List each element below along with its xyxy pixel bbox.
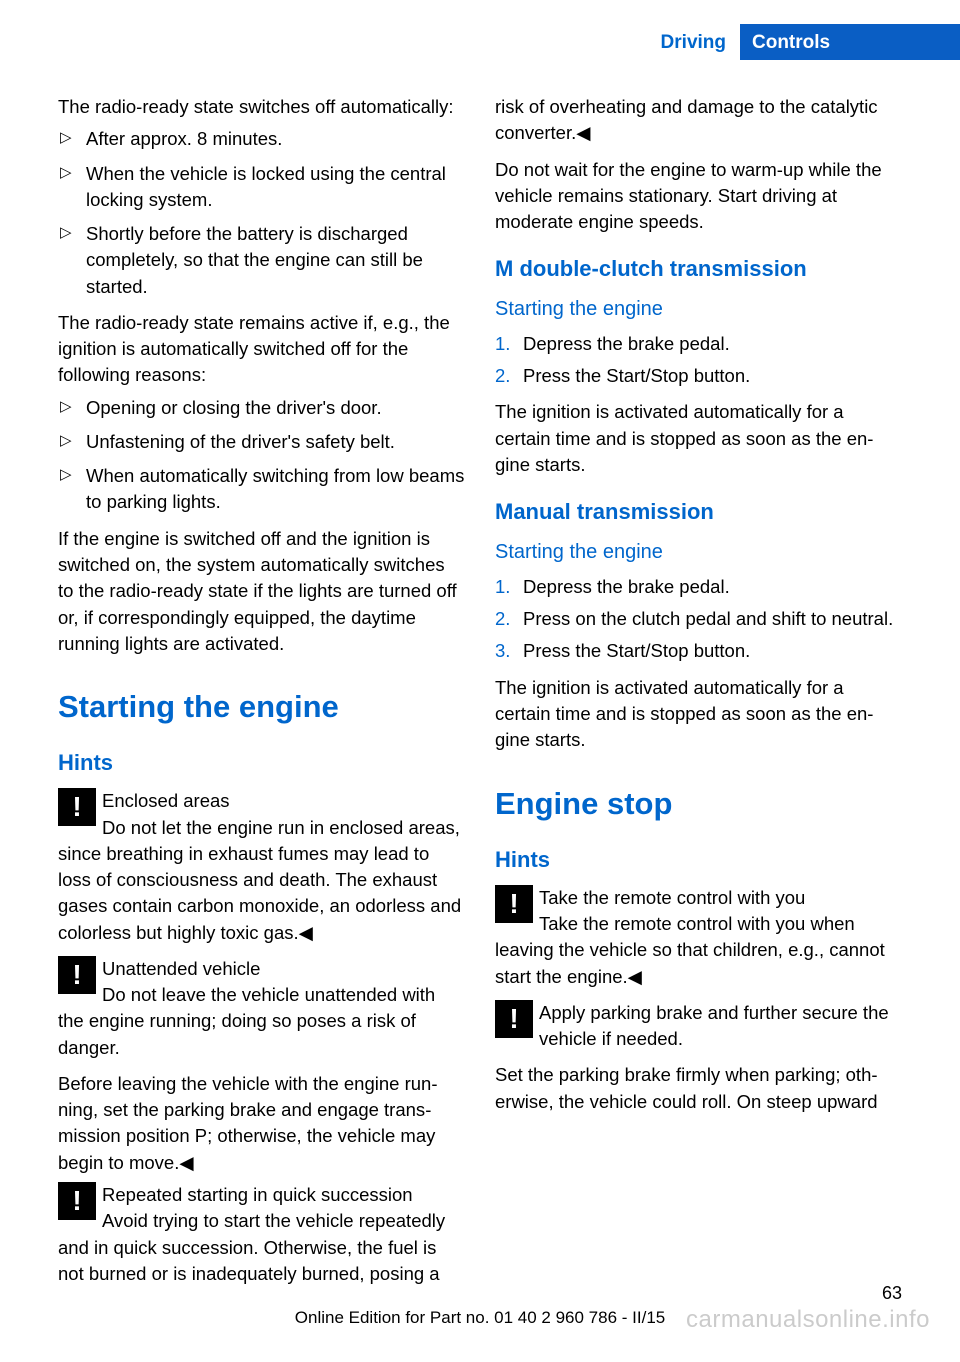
bullet-list-1: After approx. 8 minutes. When the vehicl… [58,126,465,300]
heading-starting-engine-sub-2: Starting the engine [495,538,902,566]
warning-body-continued: Set the parking brake firmly when parkin… [495,1062,902,1115]
list-text: Press the Start/Stop button. [523,640,750,661]
page-header: Driving Controls [610,24,960,60]
warning-title: Enclosed areas [102,790,230,811]
warning-icon: ! [58,956,96,994]
list-text: Depress the brake pedal. [523,333,730,354]
heading-hints-2: Hints [495,844,902,875]
footer-text: Online Edition for Part no. 01 40 2 960 … [0,1308,960,1328]
list-item: Opening or closing the driver's door. [58,395,465,421]
bullet-list-2: Opening or closing the driver's door. Un… [58,395,465,516]
heading-starting-engine-sub-1: Starting the engine [495,295,902,323]
numbered-list-2: 1. Depress the brake pedal. 2. Press on th… [495,574,902,665]
warning-enclosed-areas: ! Enclosed areas Do not let the engine r… [58,788,465,946]
warning-body: Do not let the engine run in enclosed ar… [58,817,461,943]
list-item: 2. Press the Start/Stop button. [495,363,902,389]
ignition-paragraph-1: The ignition is activated automatically … [495,399,902,478]
list-text: Press the Start/Stop button. [523,365,750,386]
warning-parking-brake: ! Apply parking brake and further secure… [495,1000,902,1053]
list-number: 2. [495,363,510,389]
warning-icon: ! [58,788,96,826]
list-item: When automatically switching from low be… [58,463,465,516]
warning-title: Repeated starting in quick succession [102,1184,413,1205]
list-item: After approx. 8 minutes. [58,126,465,152]
heading-starting-engine: Starting the engine [58,685,465,729]
list-number: 3. [495,638,510,664]
list-number: 2. [495,606,510,632]
ignition-paragraph-2: The ignition is activated automatically … [495,675,902,754]
warning-remote-control: ! Take the remote control with you Take … [495,885,902,990]
numbered-list-1: 1. Depress the brake pedal. 2. Press the S… [495,331,902,390]
list-item: Unfastening of the driver's safety belt. [58,429,465,455]
page-content: The radio-ready state switches off autom… [58,94,902,1292]
heading-manual-transmission: Manual transmission [495,496,902,527]
warning-icon: ! [58,1182,96,1220]
list-item: When the vehicle is locked using the cen… [58,161,465,214]
warning-title: Take the remote control with you [539,887,805,908]
list-item: 1. Depress the brake pedal. [495,331,902,357]
warmup-paragraph: Do not wait for the engine to warm-up wh… [495,157,902,236]
intro-paragraph-3: If the engine is switched off and the ig… [58,526,465,657]
heading-engine-stop: Engine stop [495,782,902,826]
warning-body: Do not leave the vehicle unattended with… [58,984,435,1058]
warning-title: Unattended vehicle [102,958,260,979]
heading-m-double-clutch: M double-clutch transmission [495,253,902,284]
warning-unattended-vehicle: ! Unattended vehicle Do not leave the ve… [58,956,465,1061]
warning-body-continued: Before leaving the vehicle with the engi… [58,1071,465,1176]
list-item: 3. Press the Start/Stop button. [495,638,902,664]
intro-paragraph-2: The radio-ready state remains active if,… [58,310,465,389]
warning-icon: ! [495,1000,533,1038]
warning-title: Apply parking brake and further secure t… [539,1002,889,1049]
list-item: 1. Depress the brake pedal. [495,574,902,600]
intro-paragraph-1: The radio-ready state switches off autom… [58,94,465,120]
list-item: 2. Press on the clutch pedal and shift to… [495,606,902,632]
page-number: 63 [882,1283,902,1304]
header-section-driving: Driving [610,24,740,60]
list-number: 1. [495,331,510,357]
list-number: 1. [495,574,510,600]
list-text: Depress the brake pedal. [523,576,730,597]
list-item: Shortly before the battery is discharged… [58,221,465,300]
warning-body: Take the remote control with you when le… [495,913,885,987]
warning-icon: ! [495,885,533,923]
list-text: Press on the clutch pedal and shift to n… [523,608,893,629]
header-section-controls: Controls [740,24,960,60]
heading-hints-1: Hints [58,747,465,778]
